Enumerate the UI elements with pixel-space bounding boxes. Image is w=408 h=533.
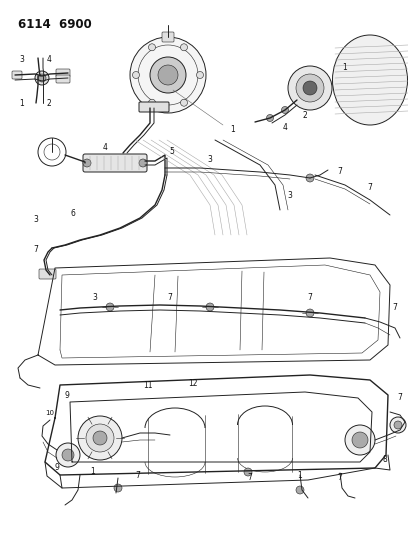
- Circle shape: [83, 159, 91, 167]
- Text: 9: 9: [64, 391, 69, 400]
- Text: 1: 1: [297, 471, 302, 480]
- Circle shape: [282, 107, 288, 114]
- Circle shape: [206, 303, 214, 311]
- Text: 9: 9: [55, 464, 60, 472]
- Text: 1: 1: [91, 467, 95, 477]
- Text: 4: 4: [47, 55, 51, 64]
- Text: 2: 2: [47, 99, 51, 108]
- Circle shape: [35, 71, 49, 85]
- Text: 5: 5: [170, 148, 175, 157]
- Text: 4: 4: [283, 124, 288, 133]
- FancyBboxPatch shape: [56, 69, 70, 77]
- Circle shape: [56, 443, 80, 467]
- Text: 7: 7: [135, 471, 140, 480]
- Circle shape: [38, 74, 46, 82]
- Text: 7: 7: [248, 473, 253, 482]
- Text: 6: 6: [71, 208, 75, 217]
- Circle shape: [93, 431, 107, 445]
- FancyBboxPatch shape: [56, 75, 70, 83]
- Text: 2: 2: [303, 110, 307, 119]
- FancyBboxPatch shape: [39, 269, 56, 279]
- Circle shape: [394, 421, 402, 429]
- Circle shape: [78, 416, 122, 460]
- Ellipse shape: [333, 35, 408, 125]
- Circle shape: [106, 303, 114, 311]
- Text: 3: 3: [20, 55, 24, 64]
- Text: 7: 7: [337, 167, 342, 176]
- Circle shape: [197, 71, 204, 78]
- Circle shape: [86, 424, 114, 452]
- Text: 8: 8: [383, 456, 387, 464]
- Circle shape: [390, 417, 406, 433]
- Text: 10: 10: [46, 410, 55, 416]
- Text: 7: 7: [392, 303, 397, 312]
- Circle shape: [139, 159, 147, 167]
- Circle shape: [352, 432, 368, 448]
- Text: 7: 7: [368, 183, 373, 192]
- Text: 12: 12: [188, 379, 198, 389]
- Text: 3: 3: [93, 294, 98, 303]
- Circle shape: [306, 309, 314, 317]
- FancyBboxPatch shape: [139, 102, 169, 112]
- Circle shape: [62, 449, 74, 461]
- Text: 6114  6900: 6114 6900: [18, 18, 92, 31]
- Circle shape: [149, 99, 155, 106]
- Circle shape: [133, 71, 140, 78]
- Circle shape: [296, 486, 304, 494]
- Text: 7: 7: [397, 393, 402, 402]
- Circle shape: [244, 468, 252, 476]
- Circle shape: [345, 425, 375, 455]
- Circle shape: [130, 37, 206, 113]
- Circle shape: [303, 81, 317, 95]
- Circle shape: [158, 65, 178, 85]
- Text: 3: 3: [208, 156, 213, 165]
- Circle shape: [180, 99, 188, 106]
- Text: 7: 7: [308, 294, 313, 303]
- Text: 7: 7: [337, 473, 342, 482]
- Text: 4: 4: [102, 143, 107, 152]
- Circle shape: [180, 44, 188, 51]
- Text: 11: 11: [143, 382, 153, 391]
- FancyBboxPatch shape: [12, 71, 22, 79]
- Text: 3: 3: [33, 215, 38, 224]
- Circle shape: [266, 115, 273, 122]
- Text: 7: 7: [168, 294, 173, 303]
- FancyBboxPatch shape: [83, 154, 147, 172]
- Circle shape: [288, 66, 332, 110]
- Text: 7: 7: [33, 246, 38, 254]
- Circle shape: [306, 174, 314, 182]
- FancyBboxPatch shape: [162, 32, 174, 42]
- Circle shape: [296, 74, 324, 102]
- Text: 1: 1: [20, 99, 24, 108]
- Circle shape: [114, 484, 122, 492]
- Text: 3: 3: [288, 190, 293, 199]
- Text: 1: 1: [343, 63, 347, 72]
- Circle shape: [150, 57, 186, 93]
- Circle shape: [149, 44, 155, 51]
- Text: 1: 1: [231, 125, 235, 134]
